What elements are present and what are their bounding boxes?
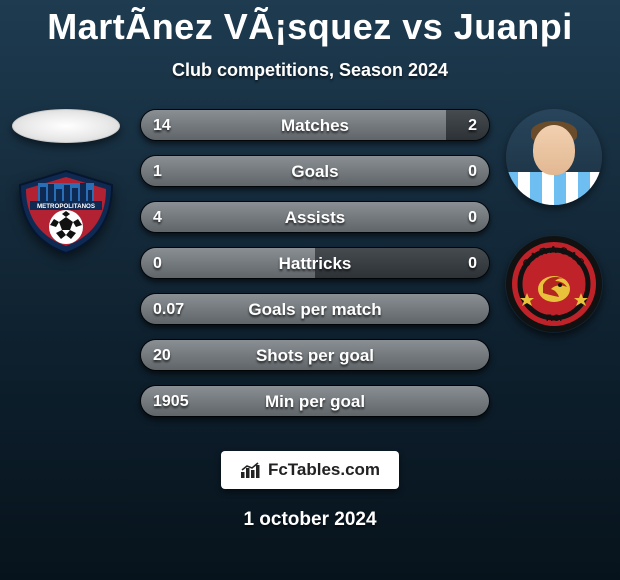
stat-bar-left — [141, 340, 489, 370]
stat-bar-right — [315, 248, 489, 278]
stat-value-left: 0 — [153, 248, 162, 278]
stat-row: 1905Min per goal — [140, 385, 490, 417]
avatar-head — [533, 125, 575, 175]
stat-bar-left — [141, 248, 315, 278]
footer-brand-text: FcTables.com — [268, 460, 380, 480]
lion-icon — [538, 276, 570, 302]
page-subtitle: Club competitions, Season 2024 — [0, 60, 620, 81]
stat-value-right: 0 — [468, 248, 477, 278]
left-player-column: METROPOLITANOS — [6, 109, 126, 255]
left-player-avatar-placeholder — [12, 109, 120, 143]
fctables-logo: FcTables.com — [221, 451, 399, 489]
stat-row: 00Hattricks — [140, 247, 490, 279]
left-club-badge: METROPOLITANOS — [16, 169, 116, 255]
right-club-badge: CARACAS F.C. — [505, 235, 603, 333]
page-title: MartÃ­nez VÃ¡squez vs Juanpi — [0, 0, 620, 48]
stat-value-right: 0 — [468, 156, 477, 186]
stat-value-left: 0.07 — [153, 294, 184, 324]
stat-value-left: 4 — [153, 202, 162, 232]
right-player-avatar — [506, 109, 602, 205]
stat-row: 0.07Goals per match — [140, 293, 490, 325]
stat-value-left: 20 — [153, 340, 171, 370]
badge-text-bottom: F.C. — [546, 313, 562, 323]
stat-row: 10Goals — [140, 155, 490, 187]
stat-bars: 142Matches10Goals40Assists00Hattricks0.0… — [140, 109, 490, 431]
right-player-column: CARACAS F.C. — [494, 109, 614, 333]
stat-value-right: 2 — [468, 110, 477, 140]
stat-value-right: 0 — [468, 202, 477, 232]
stat-value-left: 14 — [153, 110, 171, 140]
stat-value-left: 1 — [153, 156, 162, 186]
shield-banner-text: METROPOLITANOS — [37, 203, 95, 210]
content-area: METROPOLITANOS — [0, 109, 620, 439]
stat-value-left: 1905 — [153, 386, 189, 416]
stat-row: 20Shots per goal — [140, 339, 490, 371]
chart-icon — [240, 461, 262, 479]
stat-row: 142Matches — [140, 109, 490, 141]
comparison-infographic: MartÃ­nez VÃ¡squez vs Juanpi Club compet… — [0, 0, 620, 580]
stat-bar-left — [141, 202, 489, 232]
stat-row: 40Assists — [140, 201, 490, 233]
stat-bar-left — [141, 156, 489, 186]
stat-bar-left — [141, 386, 489, 416]
infographic-date: 1 october 2024 — [0, 509, 620, 531]
stat-bar-left — [141, 294, 489, 324]
stat-bar-left — [141, 110, 446, 140]
avatar-jersey — [506, 172, 602, 205]
